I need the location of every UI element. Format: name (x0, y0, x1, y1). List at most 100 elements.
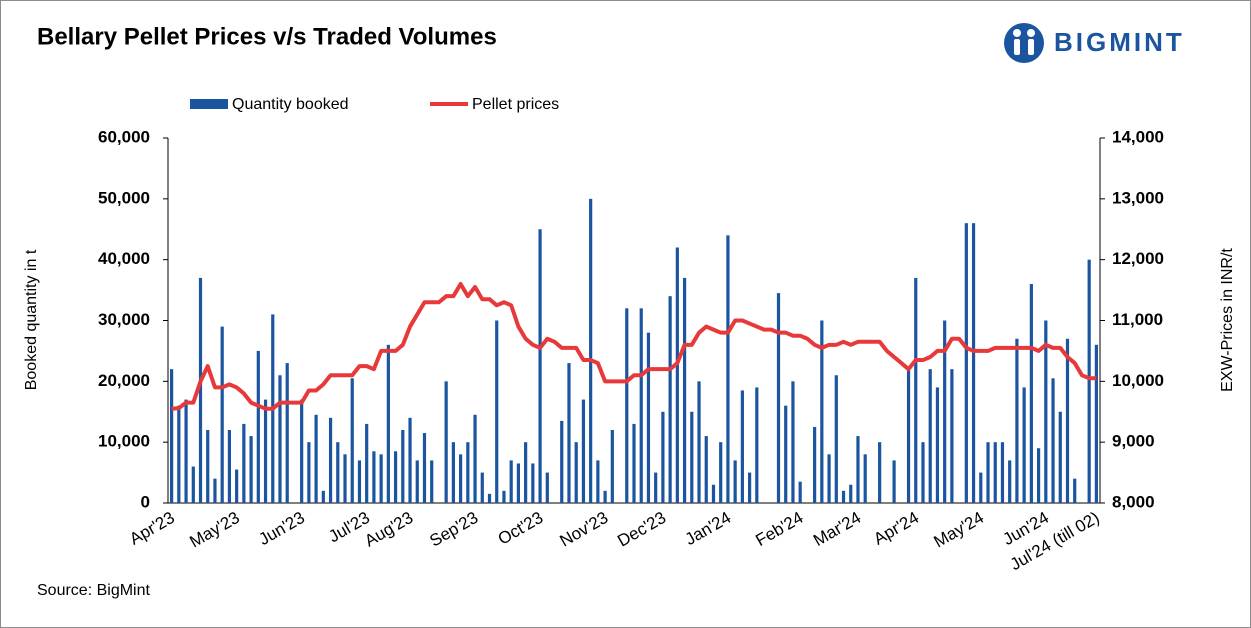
bar (906, 369, 911, 503)
bar (993, 442, 997, 503)
bar (1087, 259, 1091, 503)
bar (820, 320, 824, 503)
bar (1015, 338, 1019, 503)
bar (791, 381, 795, 503)
y2-tick-label: 11,000 (1112, 310, 1163, 329)
bar (314, 414, 318, 503)
bar (639, 308, 643, 503)
bar (878, 442, 882, 503)
bar (733, 460, 737, 503)
bar (249, 436, 253, 503)
bar (603, 490, 607, 503)
bar (480, 472, 484, 503)
y2-tick-label: 9,000 (1112, 432, 1155, 451)
bar (401, 430, 405, 503)
bar (184, 399, 188, 503)
y-tick-label: 30,000 (98, 310, 150, 329)
bar (943, 320, 947, 503)
y2-tick-label: 8,000 (1112, 492, 1155, 511)
bar (1058, 411, 1062, 503)
bar (415, 460, 419, 503)
bar (263, 399, 268, 503)
bar (661, 411, 665, 503)
bar (1094, 344, 1098, 503)
bar (632, 423, 636, 503)
bar (256, 350, 260, 503)
y2-axis-label: EXW-Prices in INR/t (1219, 248, 1236, 392)
y-tick-label: 10,000 (98, 432, 150, 451)
bar (784, 405, 788, 503)
bar (654, 472, 658, 503)
bar (350, 378, 354, 503)
bar (776, 293, 781, 503)
bar (1029, 284, 1033, 503)
bar (697, 381, 701, 503)
bar (328, 417, 333, 503)
y-tick-label: 50,000 (98, 188, 150, 207)
bar (581, 399, 586, 503)
bar (1065, 338, 1070, 503)
bar (408, 417, 412, 503)
bar (177, 405, 181, 503)
bar (1051, 378, 1055, 503)
bar (386, 344, 390, 503)
legend-label: Pellet prices (472, 96, 559, 113)
bar (487, 493, 492, 503)
bar (1000, 442, 1005, 503)
bar (986, 442, 990, 503)
bar (495, 320, 499, 503)
bar (625, 308, 629, 503)
y-tick-label: 40,000 (98, 249, 150, 268)
bar (170, 369, 174, 503)
y-tick-label: 20,000 (98, 371, 150, 390)
bar (596, 460, 600, 503)
bar (242, 423, 246, 503)
y-tick-label: 60,000 (98, 127, 150, 146)
logo-icon (1004, 23, 1044, 63)
bar (430, 460, 434, 503)
bar (675, 247, 679, 503)
bar (841, 490, 846, 503)
bar (1036, 448, 1041, 503)
bar (524, 442, 528, 503)
bar (567, 363, 571, 503)
bar (928, 369, 932, 503)
bar (726, 235, 730, 504)
bar (336, 442, 340, 503)
bar (1008, 460, 1012, 503)
bar (198, 277, 203, 503)
bar (545, 472, 549, 503)
bar (227, 430, 232, 503)
bar (668, 296, 672, 503)
bar (704, 436, 708, 503)
bar (516, 463, 521, 503)
bar (365, 423, 369, 503)
bar (278, 375, 282, 503)
y2-tick-label: 13,000 (1112, 188, 1164, 207)
bar (473, 414, 477, 503)
bar (191, 466, 195, 503)
bar (307, 442, 311, 503)
bar (574, 442, 578, 503)
y-tick-label: 0 (141, 492, 150, 511)
bar (950, 369, 954, 503)
bar (711, 484, 716, 503)
bar (560, 420, 564, 503)
bar (646, 332, 651, 503)
bar (827, 454, 831, 503)
bar (682, 277, 687, 503)
bar (451, 442, 455, 503)
bar (343, 454, 347, 503)
bar (444, 381, 448, 503)
bar (921, 442, 925, 503)
bar (964, 223, 968, 503)
bar (235, 469, 239, 503)
legend-label: Quantity booked (232, 96, 349, 113)
legend-swatch (190, 99, 228, 109)
bar (719, 442, 723, 503)
logo-text: BIGMINT (1054, 27, 1185, 57)
bar (849, 484, 853, 503)
bar (589, 198, 593, 504)
bar (690, 411, 694, 503)
bar (610, 430, 614, 503)
